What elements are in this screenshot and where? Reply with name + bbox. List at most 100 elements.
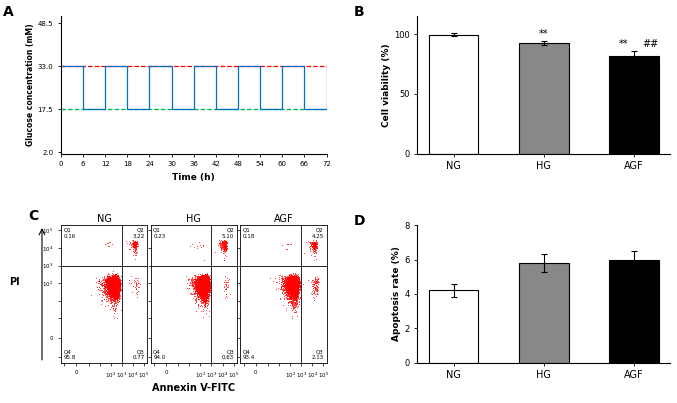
Point [195,278,206,284]
Point [304,239,315,245]
Point [198,283,209,289]
Point [193,303,204,309]
Point [110,291,121,297]
Point [97,283,108,289]
Point [108,273,118,280]
Point [287,280,298,287]
Point [110,293,121,299]
Point [289,289,300,296]
Point [104,289,115,295]
Point [107,283,118,289]
Point [201,285,212,291]
Point [107,281,118,287]
Point [217,241,228,247]
Point [110,282,121,289]
Point [109,279,120,285]
Point [104,292,114,298]
Point [280,284,290,291]
Point [286,278,297,284]
Point [114,284,125,290]
Point [104,282,114,289]
Point [108,282,119,289]
Point [290,285,301,291]
Point [203,285,214,291]
Point [187,282,198,288]
Point [199,286,210,293]
Point [198,281,209,288]
Point [292,280,303,286]
Point [102,278,112,285]
Point [280,279,290,285]
Point [194,288,205,294]
Point [289,280,300,287]
Point [110,290,121,296]
Point [202,289,213,295]
Point [199,279,210,286]
Point [192,281,203,288]
Point [309,240,320,246]
Point [106,283,116,289]
Point [193,280,204,287]
Point [311,276,322,282]
Point [110,279,121,286]
Point [198,278,209,285]
Point [294,280,305,287]
Point [110,285,121,292]
Point [278,286,288,293]
Point [203,274,214,281]
Point [110,276,121,283]
Point [288,284,299,290]
Point [287,288,298,295]
Point [290,280,301,286]
Point [111,282,122,288]
Point [194,286,204,292]
Point [286,272,297,278]
Point [112,280,123,287]
Point [284,279,295,286]
Point [199,276,210,282]
Point [194,291,205,297]
Point [199,279,210,286]
Point [108,280,119,287]
Point [202,283,213,290]
Point [195,284,206,291]
Point [198,276,209,283]
Point [110,291,121,298]
Point [103,285,114,292]
Point [288,289,299,295]
Point [198,285,209,291]
Point [110,284,121,290]
Point [291,272,302,279]
Point [194,285,205,291]
Point [291,274,302,281]
Point [289,289,300,295]
Point [105,287,116,293]
Point [105,278,116,284]
Point [108,280,118,287]
Point [288,280,299,287]
Point [286,287,297,293]
Point [309,241,320,247]
Point [291,282,302,289]
Point [290,280,301,287]
Point [289,286,300,293]
Point [290,278,301,285]
Point [283,283,294,289]
Point [199,291,210,297]
Point [110,276,121,282]
Point [200,278,211,285]
Point [290,287,301,293]
Point [197,277,208,284]
Point [309,242,320,248]
Point [267,277,278,284]
Point [106,279,116,286]
Point [108,287,118,293]
Point [113,278,124,284]
Point [108,278,119,285]
Point [287,288,298,294]
Point [292,285,303,291]
Point [288,281,299,288]
Point [107,291,118,298]
Point [105,282,116,288]
Point [201,286,212,293]
